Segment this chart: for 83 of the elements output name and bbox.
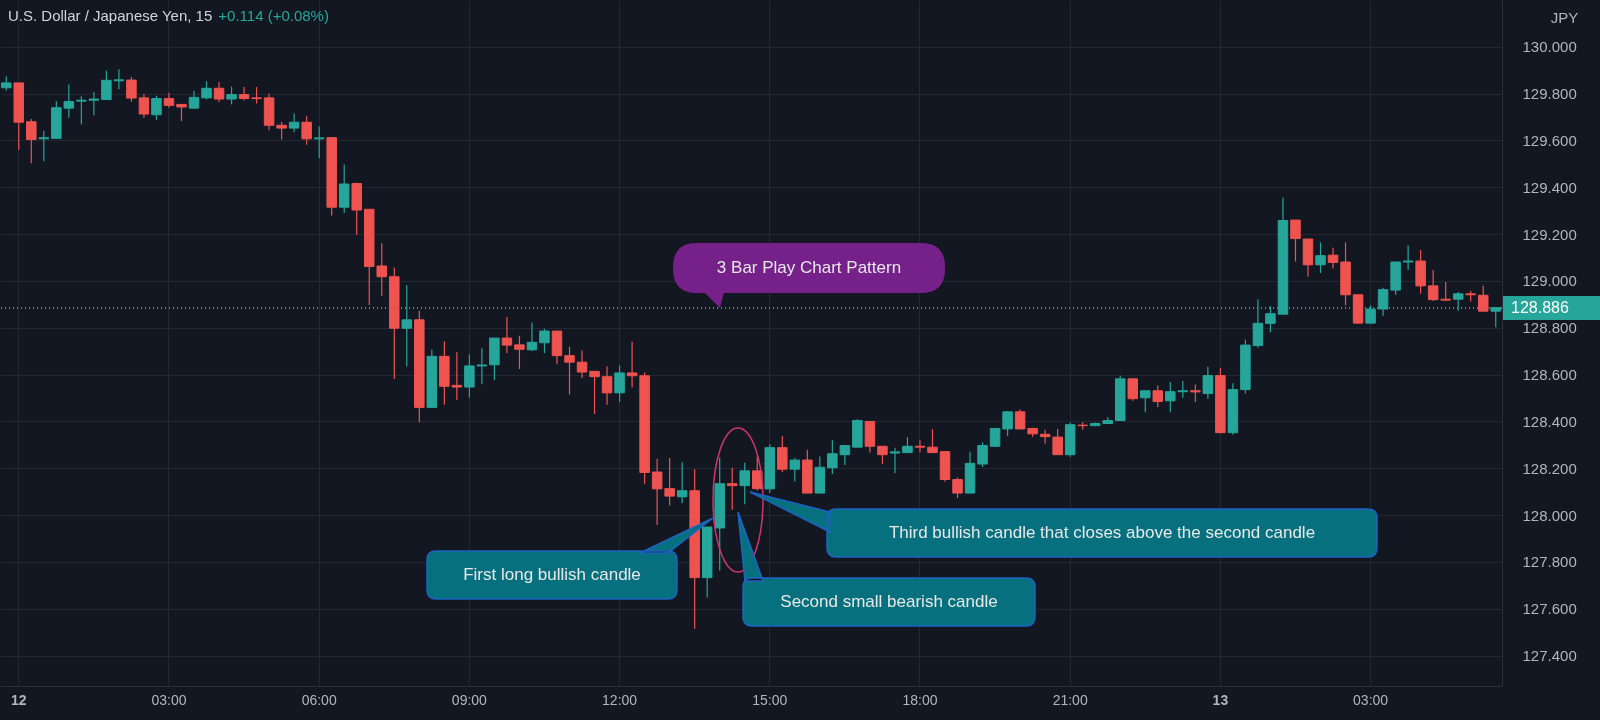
candlestick xyxy=(501,316,513,354)
candlestick xyxy=(26,118,37,164)
y-tick-label: 130.000 xyxy=(1522,38,1577,56)
candlestick xyxy=(914,439,926,454)
y-tick-label: 129.600 xyxy=(1522,131,1577,149)
candlestick xyxy=(138,93,150,119)
candlestick xyxy=(1127,378,1139,402)
candlestick xyxy=(539,328,550,354)
candlestick xyxy=(977,441,988,468)
y-tick-label: 127.400 xyxy=(1522,647,1577,665)
x-tick-label: 12:00 xyxy=(602,691,638,708)
candlestick xyxy=(626,341,638,389)
candlestick xyxy=(313,125,325,159)
y-tick-label: 128.200 xyxy=(1522,459,1577,477)
candlestick xyxy=(338,163,350,214)
candlestick xyxy=(1265,305,1276,333)
annotation: First long bullish candle xyxy=(462,564,642,586)
text: U.S. Dollar / Japanese Yen, 15 xyxy=(8,7,213,24)
candlestick xyxy=(789,457,801,483)
annotation: 3 Bar Play Chart Pattern xyxy=(715,257,903,279)
candlestick xyxy=(1002,410,1013,437)
y-tick-label: 127.800 xyxy=(1522,553,1577,571)
candlestick xyxy=(1202,366,1214,400)
candlestick xyxy=(1315,241,1326,274)
candlestick xyxy=(564,346,575,396)
y-tick-label: 129.200 xyxy=(1522,225,1577,243)
x-tick-label: 06:00 xyxy=(301,691,337,708)
y-tick-label: 129.800 xyxy=(1522,85,1577,103)
annotation: Third bullish candle that closes above the second candle xyxy=(887,522,1317,544)
candlestick xyxy=(1452,291,1464,312)
y-tick-label: 129.000 xyxy=(1522,272,1577,290)
x-tick-label: 21:00 xyxy=(1052,691,1088,708)
candlestick xyxy=(301,115,312,146)
y-tick-label: 128.800 xyxy=(1522,319,1577,337)
candlestick xyxy=(151,95,162,121)
candlestick xyxy=(676,461,688,504)
candlestick xyxy=(514,335,525,370)
candlestick xyxy=(1377,287,1389,317)
candlestick xyxy=(401,284,413,368)
candlestick xyxy=(1252,298,1264,349)
y-tick-label: 129.400 xyxy=(1522,178,1577,196)
candlestick xyxy=(777,435,788,473)
candlestick xyxy=(288,112,300,133)
x-tick-label: 13 xyxy=(1212,691,1229,708)
x-tick-label: 15:00 xyxy=(752,691,788,708)
candlestick xyxy=(1152,384,1164,408)
candlestick xyxy=(1402,244,1414,271)
ref-line-label: 128.886 xyxy=(1503,295,1600,320)
candlestick xyxy=(526,321,538,352)
candlestick xyxy=(752,455,763,492)
candlestick xyxy=(1327,247,1339,270)
candlestick xyxy=(589,370,600,415)
candlestick xyxy=(213,81,225,103)
candlestick xyxy=(726,467,738,511)
candlestick xyxy=(889,447,901,474)
candlestick xyxy=(113,68,125,90)
candlestick xyxy=(1290,219,1301,263)
candlestick xyxy=(1490,307,1501,328)
x-tick-label: 18:00 xyxy=(902,691,938,708)
candlestick xyxy=(101,69,112,101)
y-tick-label: 128.600 xyxy=(1522,366,1577,384)
candlestick xyxy=(1477,285,1489,312)
x-tick-label: 03:00 xyxy=(151,691,187,708)
candlestick xyxy=(126,76,137,103)
candlestick xyxy=(238,86,250,101)
candlestick xyxy=(927,428,938,454)
x-tick-label: 12 xyxy=(10,691,27,708)
candlestick xyxy=(576,349,588,379)
y-axis-title: JPY xyxy=(1550,8,1579,26)
text: +0.114 (+0.08%) xyxy=(218,7,329,24)
candlestick xyxy=(1140,390,1151,413)
candlestick xyxy=(739,462,750,505)
x-tick-label: 03:00 xyxy=(1353,691,1389,708)
candlestick xyxy=(601,365,613,406)
candlestick xyxy=(38,130,50,162)
candlestick xyxy=(201,80,212,101)
candlestick xyxy=(952,476,963,499)
y-tick-label: 127.600 xyxy=(1522,600,1577,618)
y-tick-label: 128.400 xyxy=(1522,412,1577,430)
x-tick-label: 09:00 xyxy=(451,691,488,708)
candlestick xyxy=(614,364,625,403)
annotation: Second small bearish candle xyxy=(779,591,999,613)
y-tick-label: 128.000 xyxy=(1522,506,1577,524)
